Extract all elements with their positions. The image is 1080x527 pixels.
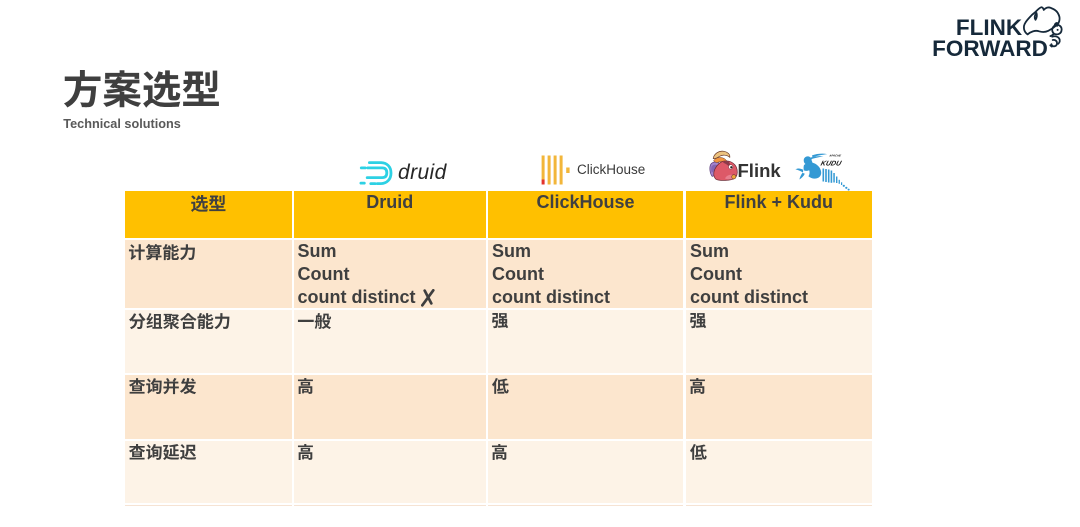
svg-text:APACHE: APACHE: [828, 154, 842, 158]
svg-text:KUDU: KUDU: [820, 159, 843, 167]
